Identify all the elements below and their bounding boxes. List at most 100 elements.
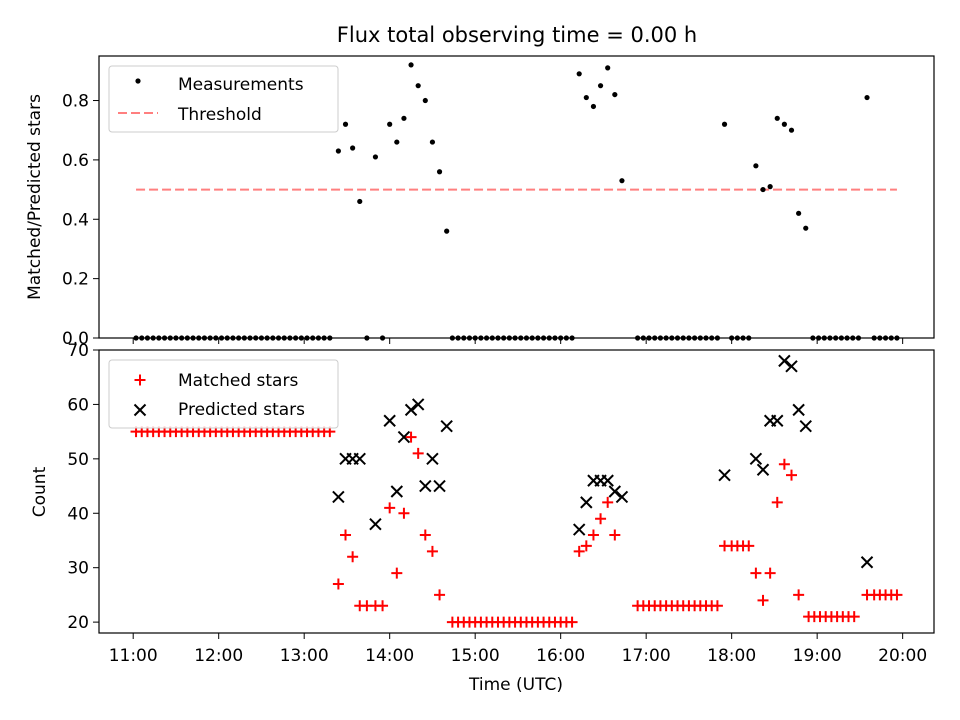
bottom-axes-frame — [98, 349, 935, 634]
predicted-star-point — [749, 452, 763, 466]
predicted-star-point — [411, 398, 425, 411]
measurement-point — [721, 121, 728, 127]
matched-star-point — [750, 567, 762, 579]
bottom-x-axis-label: Time (UTC) — [468, 675, 563, 695]
measurement-point — [357, 198, 363, 205]
predicted-star-point — [608, 485, 622, 498]
bottom-x-tick-label: 14:00 — [365, 646, 414, 666]
bottom-y-tick-label: 20 — [67, 613, 89, 633]
matched-star-point — [793, 589, 805, 601]
predicted-star-point — [369, 517, 382, 531]
top-y-axis-label: Matched/Predicted stars — [25, 94, 45, 300]
measurement-point — [597, 83, 604, 89]
predicted-star-point — [615, 490, 629, 504]
bottom-legend: Matched stars Predicted stars — [108, 359, 339, 429]
matched-star-point — [757, 594, 769, 606]
measurement-point — [774, 115, 780, 121]
matched-star-point — [580, 540, 592, 552]
measurement-point — [605, 65, 611, 71]
bottom-y-tick-label: 40 — [67, 504, 89, 524]
bottom-axes-ticks: 20 30 40 50 60 70 11:00 12:00 13:00 14:00 15:00 16:… — [67, 341, 927, 666]
chart-title: Flux total observing time = 0.00 h — [337, 23, 697, 47]
matched-star-point — [848, 611, 860, 623]
measurement-point — [590, 103, 597, 110]
predicted-star-point — [397, 430, 411, 444]
matched-star-point — [743, 540, 755, 552]
predicted-star-point — [771, 414, 784, 427]
legend-measurements-marker — [135, 78, 141, 84]
legend-matched-label: Matched stars — [178, 371, 298, 391]
bottom-y-tick-label: 70 — [67, 341, 89, 361]
top-plot: 0.00.20.40.60.8 Matched/Predicted stars … — [25, 55, 935, 349]
top-legend-box — [108, 65, 339, 133]
measurement-point — [796, 210, 802, 216]
bottom-x-tick-label: 12:00 — [194, 646, 243, 666]
measurement-point — [753, 163, 759, 169]
legend-measurements-label: Measurements — [178, 75, 304, 95]
matched-star-point — [891, 589, 903, 601]
measurement-point — [436, 169, 443, 175]
predicted-star-point — [383, 414, 396, 427]
legend-predicted-label: Predicted stars — [178, 400, 305, 420]
predicted-star-point — [718, 468, 731, 482]
measurement-point — [387, 121, 393, 127]
measurement-point — [788, 127, 795, 133]
measurement-point — [864, 94, 870, 101]
predicted-star-point — [433, 479, 446, 493]
matched-star-point — [377, 600, 389, 612]
measurement-point — [576, 71, 582, 77]
measurement-point — [342, 121, 349, 127]
measurement-point — [429, 139, 436, 145]
measurement-point — [781, 121, 787, 127]
measurement-point — [583, 94, 589, 101]
predicted-star-point — [440, 419, 453, 433]
measurement-point — [619, 178, 625, 184]
measurement-point — [408, 62, 414, 68]
predicted-star-point — [580, 496, 593, 509]
bottom-data-marks — [130, 354, 903, 628]
top-y-tick-label: 0.4 — [62, 210, 89, 230]
bottom-x-tick-label: 11:00 — [109, 646, 158, 666]
predicted-star-point — [860, 556, 874, 569]
matched-star-point — [587, 529, 599, 541]
matched-star-point — [609, 529, 621, 541]
legend-predicted-marker — [133, 403, 147, 417]
measurement-point — [444, 228, 450, 234]
top-y-tick-label: 0.0 — [62, 329, 89, 349]
matched-star-point — [764, 567, 776, 579]
matched-star-point — [340, 529, 352, 541]
top-y-tick-label: 0.6 — [62, 151, 89, 171]
legend-matched-marker — [134, 374, 146, 386]
top-axes-ticks: 0.0 0.2 0.4 0.6 0.8 — [62, 92, 904, 349]
measurement-point — [415, 83, 421, 89]
measurement-point — [612, 91, 618, 98]
bottom-x-tick-label: 13:00 — [280, 646, 329, 666]
matched-star-point — [426, 545, 438, 557]
bottom-x-tick-label: 18:00 — [707, 646, 756, 666]
top-axes-frame — [98, 55, 935, 339]
measurement-point — [350, 145, 356, 151]
matched-star-point — [711, 600, 723, 612]
predicted-star-point — [572, 523, 586, 536]
bottom-x-tick-label: 20:00 — [878, 646, 927, 666]
matched-star-point — [602, 496, 614, 508]
predicted-star-point — [404, 403, 418, 417]
predicted-star-point — [799, 419, 812, 433]
measurement-point — [767, 184, 773, 190]
matched-star-point — [566, 616, 578, 628]
top-y-tick-label: 0.2 — [62, 270, 89, 290]
predicted-star-point — [778, 354, 791, 368]
bottom-x-tick-label: 16:00 — [536, 646, 585, 666]
measurement-point — [335, 148, 341, 154]
measurement-point — [803, 225, 809, 231]
predicted-star-point — [419, 479, 432, 493]
matched-star-point — [786, 469, 798, 481]
predicted-star-point — [332, 490, 345, 504]
bottom-y-tick-label: 60 — [67, 395, 89, 415]
predicted-star-point — [785, 360, 798, 373]
top-legend: Measurements Threshold — [108, 65, 339, 133]
predicted-star-point — [353, 452, 366, 466]
bottom-legend-box — [108, 359, 339, 429]
matched-star-point — [398, 507, 410, 519]
